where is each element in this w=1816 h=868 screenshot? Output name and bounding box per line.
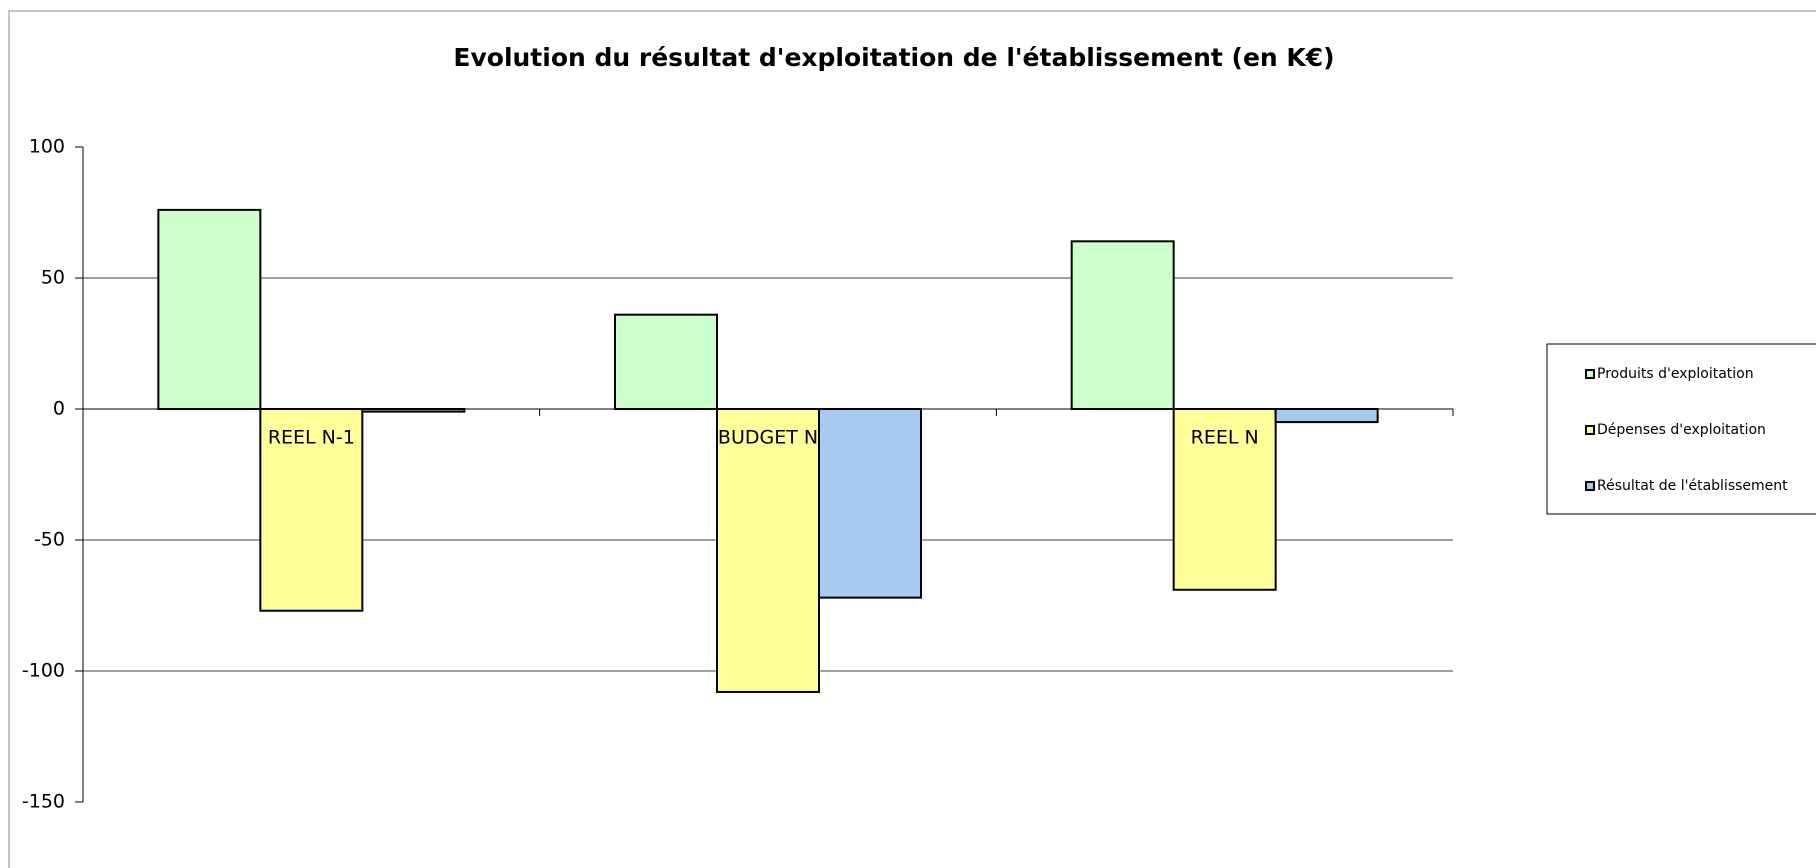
bar [1274,408,1379,424]
legend-swatch [1585,425,1595,435]
bar [614,313,719,410]
y-tick-label: -100 [22,660,65,682]
legend-swatch [1585,481,1595,491]
legend-label: Dépenses d'exploitation [1597,422,1766,438]
legend-label: Produits d'exploitation [1597,366,1754,382]
x-tick-label: BUDGET N [718,427,818,449]
chart-title: Evolution du résultat d'exploitation de … [453,43,1334,72]
legend-label: Résultat de l'établissement [1597,478,1788,494]
x-tick-label: REEL N [1191,427,1259,449]
y-tick-label: 0 [53,398,65,420]
bar [1070,240,1175,410]
legend-swatch [1585,369,1595,379]
bar [716,408,820,693]
y-tick-label: 50 [41,267,65,289]
x-tick-label: REEL N-1 [268,427,355,449]
bar [157,208,262,410]
y-tick-label: -50 [34,529,65,551]
bar [817,408,922,599]
y-tick-label: -150 [22,791,65,813]
y-tick-label: 100 [29,136,65,158]
